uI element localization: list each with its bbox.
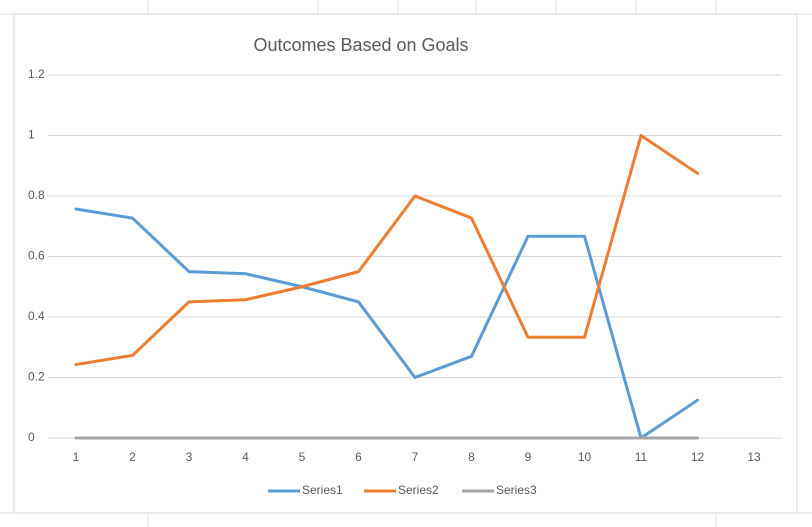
y-tick-label: 1.2 [28, 67, 45, 81]
y-tick-label: 0.8 [28, 188, 45, 202]
x-tick-label: 5 [299, 450, 306, 464]
y-tick-label: 0.4 [28, 309, 45, 323]
x-tick-label: 2 [129, 450, 136, 464]
x-tick-label: 7 [412, 450, 419, 464]
y-tick-label: 1 [28, 128, 35, 142]
x-tick-label: 11 [635, 450, 648, 464]
legend-label: Series2 [398, 483, 439, 497]
x-tick-label: 13 [747, 450, 761, 464]
y-tick-label: 0.2 [28, 370, 45, 384]
y-tick-label: 0.6 [28, 249, 45, 263]
legend-label: Series3 [496, 483, 537, 497]
x-tick-label: 8 [468, 450, 475, 464]
series-line [74, 134, 699, 366]
x-tick-label: 4 [242, 450, 249, 464]
x-tick-label: 3 [186, 450, 193, 464]
x-tick-label: 10 [578, 450, 592, 464]
x-tick-label: 6 [355, 450, 362, 464]
y-tick-label: 0 [28, 430, 35, 444]
x-tick-label: 12 [691, 450, 705, 464]
chart-area [13, 13, 798, 514]
x-tick-label: 1 [73, 450, 80, 464]
x-tick-label: 9 [525, 450, 532, 464]
chart-title: Outcomes Based on Goals [253, 35, 468, 55]
legend-label: Series1 [302, 483, 343, 497]
series-line [74, 207, 699, 440]
